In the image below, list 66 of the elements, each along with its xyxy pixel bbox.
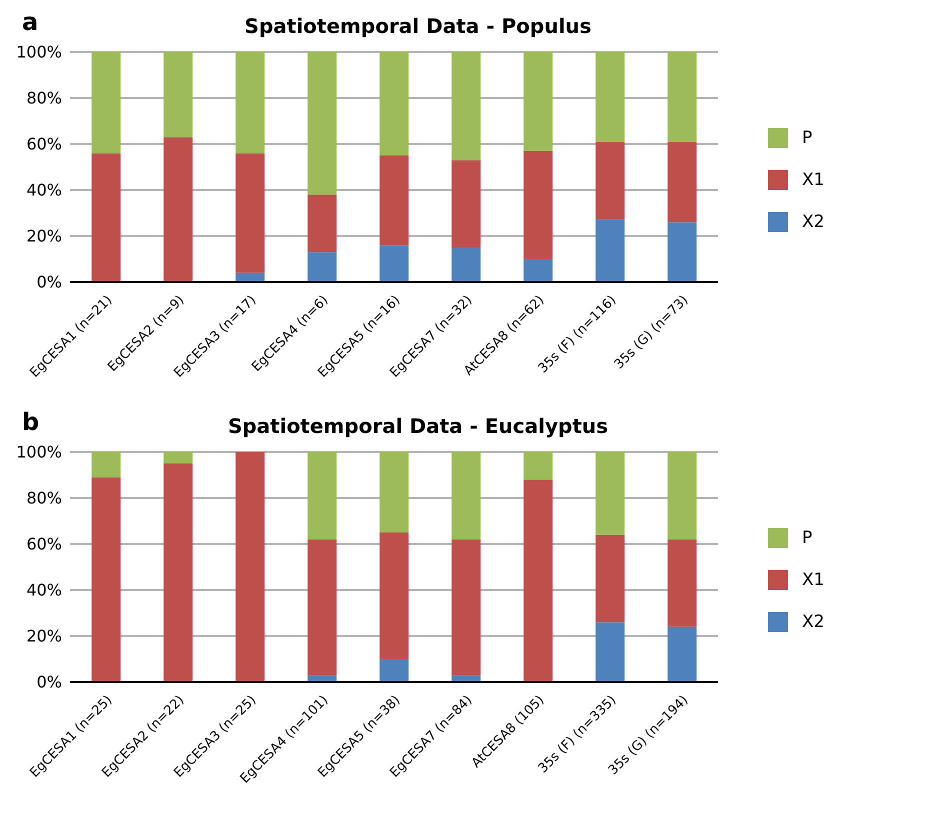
bar [524,452,553,480]
bar [524,259,553,282]
bar [596,52,625,142]
bar [524,480,553,682]
bar [596,220,625,282]
chart-title: Spatiotemporal Data - Populus [244,14,592,38]
bar [668,452,697,540]
bar [452,452,481,540]
chart-title: Spatiotemporal Data - Eucalyptus [228,414,608,438]
y-tick-label: 80% [26,88,62,108]
bar [596,622,625,682]
y-tick-label: 60% [26,534,62,554]
bar [452,52,481,160]
bar [308,452,337,540]
y-tick-label: 0% [36,272,62,292]
text: a [22,8,38,36]
y-tick-label: 0% [36,672,62,692]
bar [452,248,481,282]
y-tick-label: 100% [16,442,62,462]
bar [668,222,697,282]
bar [308,252,337,282]
legend-label: P [802,128,812,148]
bar [380,52,409,156]
legend-label: X2 [802,612,824,632]
bar [452,539,481,676]
bar [308,52,337,195]
bar [236,153,265,273]
bar [92,452,121,478]
y-tick-label: 100% [16,42,62,62]
bar [164,464,193,682]
y-tick-label: 60% [26,134,62,154]
bar [380,659,409,682]
bar [596,534,625,622]
bar [308,194,337,252]
legend-label: X1 [802,170,824,190]
bar [668,52,697,142]
bar [524,52,553,151]
bar [668,142,697,222]
y-tick-label: 40% [26,580,62,600]
bar [452,160,481,248]
bar [308,539,337,676]
bar [236,52,265,154]
bar [668,626,697,682]
bar [236,452,265,682]
bar [164,452,193,464]
bar [92,477,121,682]
bar [668,539,697,627]
bar [164,52,193,138]
bar [380,452,409,532]
bar [380,532,409,659]
y-tick-label: 20% [26,226,62,246]
legend-label: X1 [802,570,824,590]
legend-label: X2 [802,212,824,232]
bar [380,156,409,246]
bar [596,142,625,220]
bar [92,52,121,154]
legend-label: P [802,528,812,548]
y-tick-label: 40% [26,180,62,200]
bar [164,137,193,282]
bar [92,153,121,282]
bar [380,245,409,282]
y-tick-label: 20% [26,626,62,646]
bar [524,150,553,259]
y-tick-label: 80% [26,488,62,508]
text: b [22,408,40,436]
bar [596,452,625,535]
